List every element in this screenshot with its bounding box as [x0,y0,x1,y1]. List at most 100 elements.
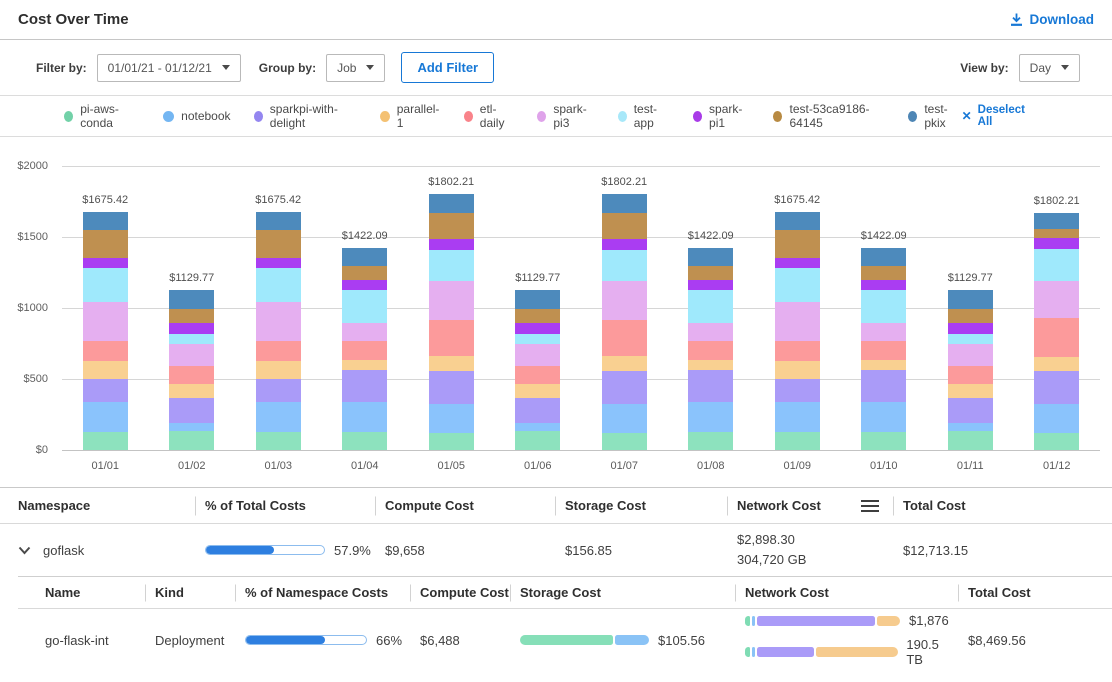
legend-item-etl-daily[interactable]: etl-daily [464,102,515,130]
bar-segment-spark-pi1[interactable] [515,323,560,334]
column-header-namespace[interactable]: Namespace [0,498,195,513]
legend-item-parallel-1[interactable]: parallel-1 [380,102,441,130]
bar-segment-pi-aws-conda[interactable] [83,432,128,450]
bar-segment-test-app[interactable] [1034,249,1079,281]
bar-segment-notebook[interactable] [948,423,993,430]
bar-segment-test-app[interactable] [429,250,474,281]
bar-segment-sparkpi-with-delight[interactable] [1034,371,1079,405]
bar-segment-parallel-1[interactable] [602,356,647,371]
bar-segment-spark-pi3[interactable] [1034,281,1079,318]
bar-segment-test-53ca9186-64145[interactable] [515,309,560,323]
bar-segment-sparkpi-with-delight[interactable] [861,370,906,401]
column-header-storage[interactable]: Storage Cost [510,585,735,600]
bar-segment-etl-daily[interactable] [688,341,733,360]
bar-segment-test-app[interactable] [83,268,128,302]
bar-segment-spark-pi3[interactable] [602,281,647,319]
bar-segment-etl-daily[interactable] [169,366,214,384]
bar-segment-test-app[interactable] [948,334,993,345]
legend-item-spark-pi1[interactable]: spark-pi1 [693,102,750,130]
add-filter-button[interactable]: Add Filter [401,52,494,83]
bar-segment-test-53ca9186-64145[interactable] [1034,229,1079,239]
column-header-compute[interactable]: Compute Cost [410,585,510,600]
bar-segment-test-53ca9186-64145[interactable] [83,230,128,259]
table-row-goflask[interactable]: goflask 57.9% $9,658 $156.85 $2,898.30 3… [0,524,1112,576]
bar-segment-spark-pi3[interactable] [342,323,387,340]
bar-segment-notebook[interactable] [602,404,647,433]
bar-segment-test-53ca9186-64145[interactable] [861,266,906,280]
bar-segment-parallel-1[interactable] [948,384,993,398]
bar-segment-test-53ca9186-64145[interactable] [688,266,733,280]
legend-item-spark-pi3[interactable]: spark-pi3 [537,102,594,130]
bar-segment-notebook[interactable] [342,402,387,433]
group-by-select[interactable]: Job [326,54,385,82]
bar-segment-test-app[interactable] [256,268,301,302]
column-header-name[interactable]: Name [18,585,145,600]
bar-segment-spark-pi1[interactable] [688,280,733,291]
column-header-network[interactable]: Network Cost [735,585,958,600]
bar-segment-test-53ca9186-64145[interactable] [775,230,820,259]
bar-segment-notebook[interactable] [861,402,906,433]
bar-segment-etl-daily[interactable] [342,341,387,360]
bar-segment-test-app[interactable] [515,334,560,345]
bar-segment-spark-pi3[interactable] [515,344,560,366]
date-range-select[interactable]: 01/01/21 - 01/12/21 [97,54,241,82]
legend-item-notebook[interactable]: notebook [163,109,230,123]
bar-segment-test-pkix[interactable] [602,194,647,212]
table-menu-icon[interactable] [861,500,879,512]
bar-segment-parallel-1[interactable] [688,360,733,371]
bar-segment-spark-pi1[interactable] [256,258,301,268]
bar-segment-sparkpi-with-delight[interactable] [342,370,387,401]
bar-segment-sparkpi-with-delight[interactable] [169,398,214,423]
bar-segment-parallel-1[interactable] [429,356,474,371]
bar-segment-test-pkix[interactable] [515,290,560,309]
bar-segment-pi-aws-conda[interactable] [775,432,820,450]
bar-segment-etl-daily[interactable] [515,366,560,384]
bar-segment-parallel-1[interactable] [256,361,301,379]
bar-segment-parallel-1[interactable] [342,360,387,371]
bar-segment-parallel-1[interactable] [83,361,128,379]
bar-segment-pi-aws-conda[interactable] [602,433,647,450]
download-button[interactable]: Download [1009,12,1095,27]
chevron-down-icon[interactable] [18,546,31,555]
bar-segment-notebook[interactable] [83,402,128,433]
bar-segment-test-53ca9186-64145[interactable] [342,266,387,280]
bar-segment-sparkpi-with-delight[interactable] [429,371,474,404]
bar-segment-etl-daily[interactable] [1034,318,1079,357]
bar-segment-pi-aws-conda[interactable] [169,431,214,450]
table-row-go-flask-int[interactable]: go-flask-int Deployment 66% $6,488 $105.… [18,609,1112,671]
column-header-compute[interactable]: Compute Cost [375,498,555,513]
bar-segment-pi-aws-conda[interactable] [256,432,301,450]
bar-segment-etl-daily[interactable] [861,341,906,360]
bar-segment-pi-aws-conda[interactable] [948,431,993,450]
legend-item-sparkpi-with-delight[interactable]: sparkpi-with-delight [254,102,357,130]
bar-segment-test-app[interactable] [861,290,906,323]
bar-segment-etl-daily[interactable] [83,341,128,361]
bar-segment-notebook[interactable] [688,402,733,433]
bar-segment-spark-pi3[interactable] [169,344,214,366]
bar-segment-test-pkix[interactable] [429,194,474,212]
bar-segment-etl-daily[interactable] [948,366,993,384]
bar-segment-pi-aws-conda[interactable] [429,433,474,450]
bar-segment-parallel-1[interactable] [515,384,560,398]
column-header-network[interactable]: Network Cost [737,498,821,513]
bar-segment-test-pkix[interactable] [1034,213,1079,229]
bar-segment-etl-daily[interactable] [429,320,474,356]
bar-segment-spark-pi1[interactable] [861,280,906,291]
bar-segment-spark-pi3[interactable] [861,323,906,340]
bar-segment-sparkpi-with-delight[interactable] [256,379,301,402]
column-header-kind[interactable]: Kind [145,585,235,600]
bar-segment-test-pkix[interactable] [169,290,214,309]
bar-segment-pi-aws-conda[interactable] [1034,433,1079,450]
bar-segment-pi-aws-conda[interactable] [688,432,733,450]
bar-segment-sparkpi-with-delight[interactable] [775,379,820,402]
bar-segment-notebook[interactable] [429,404,474,433]
bar-segment-spark-pi1[interactable] [83,258,128,268]
bar-segment-spark-pi1[interactable] [1034,238,1079,249]
bar-segment-notebook[interactable] [775,402,820,433]
bar-segment-sparkpi-with-delight[interactable] [83,379,128,402]
bar-segment-spark-pi3[interactable] [83,302,128,340]
column-header-pct-total[interactable]: % of Total Costs [195,498,375,513]
bar-segment-spark-pi3[interactable] [429,281,474,319]
legend-item-test-app[interactable]: test-app [618,102,670,130]
bar-segment-spark-pi1[interactable] [602,239,647,250]
